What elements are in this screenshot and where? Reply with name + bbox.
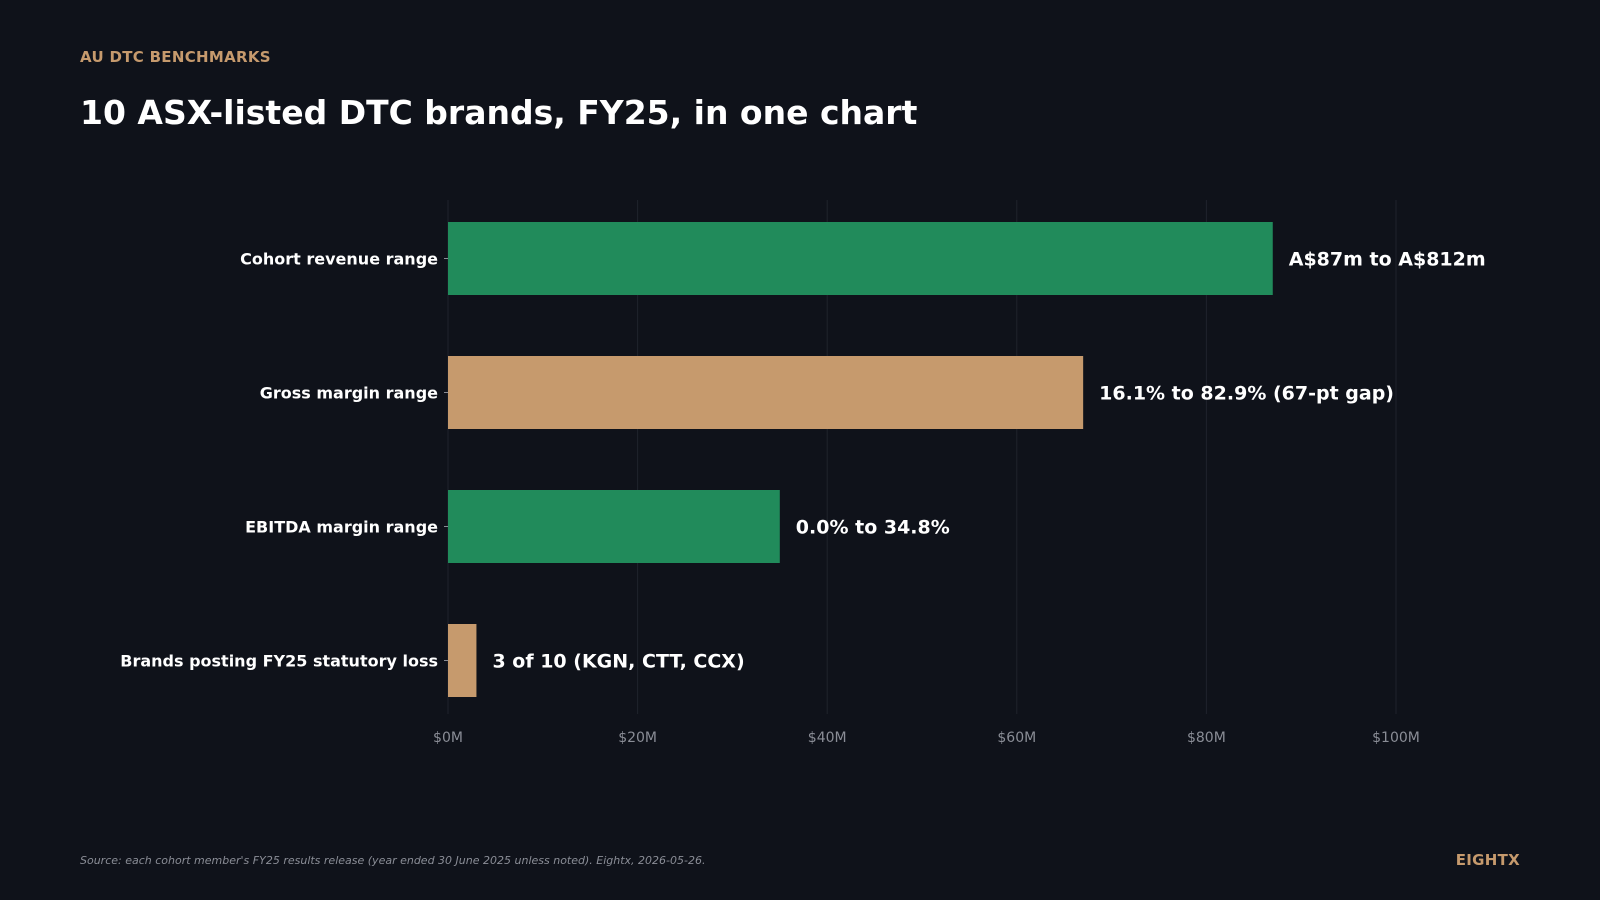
x-tick-label: $20M xyxy=(618,730,657,746)
bar xyxy=(448,490,780,563)
bar-chart: A$87m to A$812m 16.1% to 82.9% (67-pt gap… xyxy=(120,200,1486,746)
x-tick-label: $40M xyxy=(808,730,847,746)
bars xyxy=(448,222,1273,697)
eyebrow-label: AU DTC BENCHMARKS xyxy=(80,48,271,66)
bar xyxy=(448,222,1273,295)
x-axis-ticks: $0M $20M $40M $60M $80M $100M xyxy=(433,730,1420,746)
data-label: 3 of 10 (KGN, CTT, CCX) xyxy=(492,651,744,673)
data-label: 16.1% to 82.9% (67-pt gap) xyxy=(1099,383,1394,405)
bar xyxy=(448,356,1084,429)
data-label: A$87m to A$812m xyxy=(1289,249,1486,271)
category-label: Gross margin range xyxy=(260,384,438,403)
category-label: Brands posting FY25 statutory loss xyxy=(120,652,438,671)
data-label: 0.0% to 34.8% xyxy=(796,517,950,539)
x-tick-label: $0M xyxy=(433,730,463,746)
brand-logo: EIGHTX xyxy=(1455,851,1520,869)
source-note: Source: each cohort member's FY25 result… xyxy=(80,854,706,867)
category-labels: Cohort revenue range Gross margin range EB… xyxy=(120,250,448,671)
bar xyxy=(448,624,477,697)
data-labels: A$87m to A$812m 16.1% to 82.9% (67-pt gap… xyxy=(492,249,1485,673)
chart-title: 10 ASX-listed DTC brands, FY25, in one c… xyxy=(80,93,918,132)
x-tick-label: $80M xyxy=(1187,730,1226,746)
category-label: EBITDA margin range xyxy=(245,518,438,537)
category-label: Cohort revenue range xyxy=(240,250,438,269)
x-tick-label: $100M xyxy=(1372,730,1420,746)
x-tick-label: $60M xyxy=(997,730,1036,746)
